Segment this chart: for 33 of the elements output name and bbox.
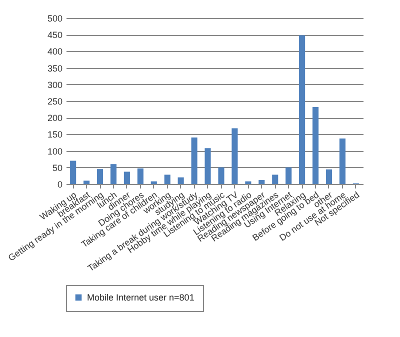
bar	[96, 169, 104, 184]
bar	[150, 181, 157, 184]
y-tick-label: 300	[47, 80, 62, 90]
bar	[299, 35, 306, 184]
bar	[164, 174, 170, 184]
y-tick-label: 500	[47, 14, 62, 24]
bar	[110, 164, 117, 184]
bar	[218, 167, 224, 184]
y-tick-label: 50	[52, 162, 62, 173]
y-tick-label: 250	[47, 96, 62, 106]
legend-label: Mobile Internet user n=801	[87, 292, 194, 302]
bar	[70, 160, 76, 184]
bar	[178, 177, 184, 184]
y-tick-label: 450	[47, 30, 62, 40]
bar	[232, 128, 238, 184]
bar	[339, 138, 346, 184]
bar	[286, 167, 292, 184]
y-tick-label: 0	[57, 180, 62, 190]
y-tick-label: 150	[47, 130, 62, 140]
bar	[312, 106, 319, 184]
bar	[137, 168, 144, 184]
y-tick-label: 100	[47, 146, 62, 156]
y-tick-label: 200	[47, 113, 62, 124]
bar	[245, 181, 252, 184]
bar	[191, 138, 198, 184]
y-tick-label: 400	[47, 46, 62, 57]
bar	[204, 148, 211, 184]
bar	[124, 172, 130, 184]
bar	[326, 169, 332, 184]
bar	[84, 180, 90, 184]
y-tick-label: 350	[47, 63, 62, 74]
bar	[272, 174, 278, 184]
bar	[258, 180, 265, 184]
